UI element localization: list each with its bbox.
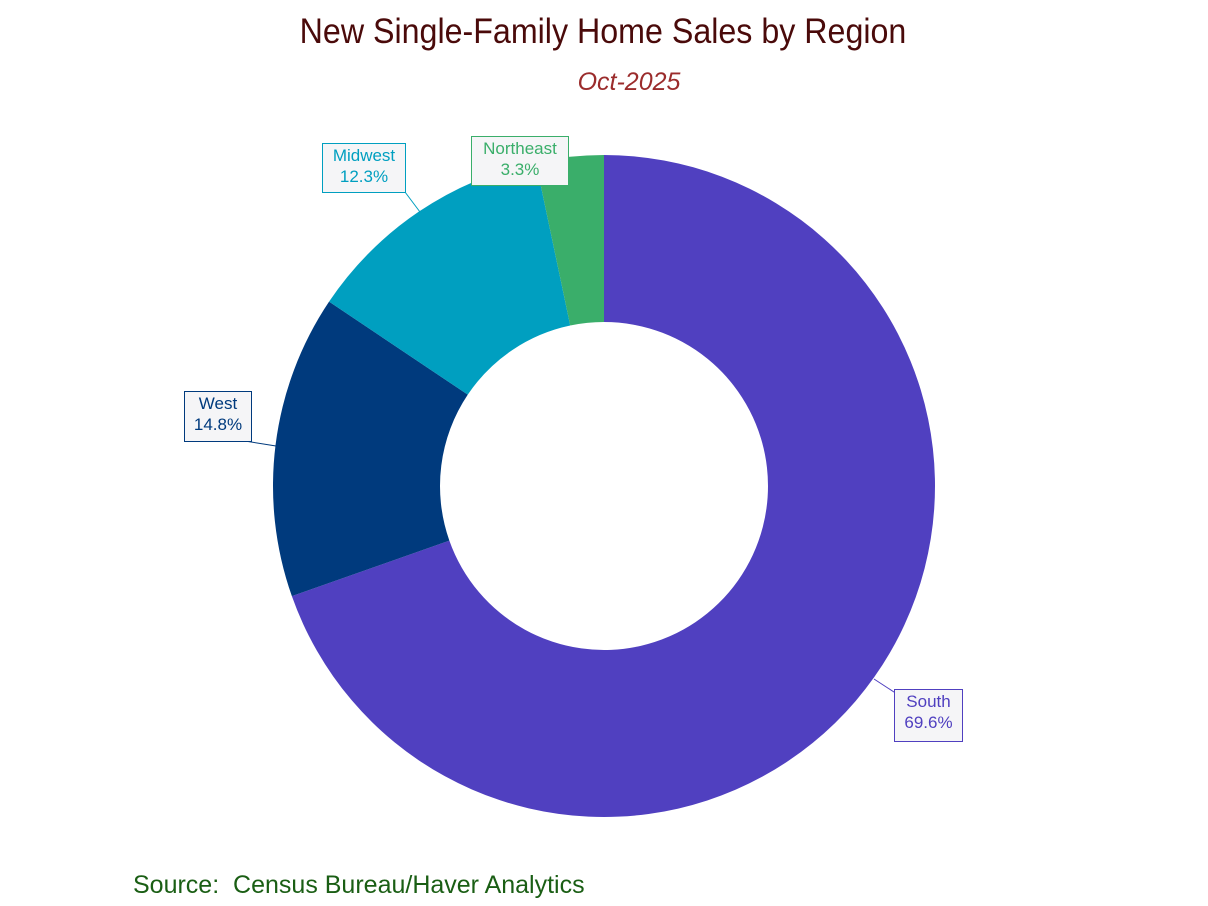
label-west-value: 14.8% xyxy=(193,415,243,434)
label-west-name: West xyxy=(198,394,238,413)
slice-midwest xyxy=(329,162,571,395)
label-south: South 69.6% xyxy=(894,689,963,742)
label-midwest-name: Midwest xyxy=(332,146,396,165)
donut-slices xyxy=(272,155,936,817)
label-midwest: Midwest 12.3% xyxy=(322,143,406,193)
source-note: Source: Census Bureau/Haver Analytics xyxy=(133,871,585,899)
slice-northeast xyxy=(535,155,604,326)
label-west: West 14.8% xyxy=(184,391,252,442)
chart-subtitle: Oct-2025 xyxy=(577,68,681,96)
label-south-name: South xyxy=(906,692,951,711)
label-northeast: Northeast 3.3% xyxy=(471,136,569,186)
label-midwest-value: 12.3% xyxy=(339,167,389,186)
slice-south xyxy=(291,155,936,817)
slice-west xyxy=(272,301,468,597)
chart-title: New Single-Family Home Sales by Region xyxy=(299,12,907,51)
leader-line-midwest xyxy=(404,191,421,213)
label-northeast-value: 3.3% xyxy=(500,160,540,179)
label-south-value: 69.6% xyxy=(904,713,953,732)
label-northeast-name: Northeast xyxy=(483,139,557,158)
leader-line-south xyxy=(873,678,898,695)
